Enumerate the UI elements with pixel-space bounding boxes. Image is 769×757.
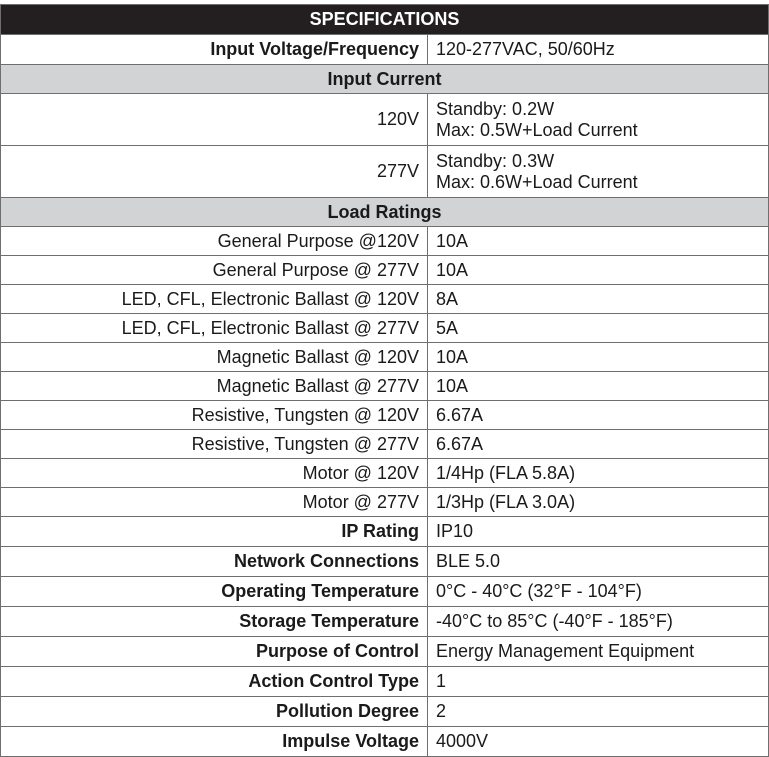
spec-label: IP Rating bbox=[0, 516, 428, 547]
table-row: Motor @ 120V 1/4Hp (FLA 5.8A) bbox=[0, 458, 769, 488]
table-row: Action Control Type 1 bbox=[0, 666, 769, 697]
spec-value: 120-277VAC, 50/60Hz bbox=[427, 34, 769, 65]
spec-label: Storage Temperature bbox=[0, 606, 428, 637]
table-row: IP Rating IP10 bbox=[0, 516, 769, 547]
spec-label: Impulse Voltage bbox=[0, 726, 428, 757]
spec-value: 6.67A bbox=[427, 400, 769, 430]
spec-label: Resistive, Tungsten @ 277V bbox=[0, 429, 428, 459]
spec-value: Standby: 0.2W Max: 0.5W+Load Current bbox=[427, 93, 769, 146]
specifications-table: SPECIFICATIONS Input Voltage/Frequency 1… bbox=[0, 4, 769, 757]
spec-label: Purpose of Control bbox=[0, 636, 428, 667]
section-header: Load Ratings bbox=[0, 197, 769, 227]
spec-label: Motor @ 277V bbox=[0, 487, 428, 517]
spec-label: LED, CFL, Electronic Ballast @ 120V bbox=[0, 284, 428, 314]
table-row: General Purpose @ 277V 10A bbox=[0, 255, 769, 285]
spec-label: 277V bbox=[0, 145, 428, 198]
spec-label: Action Control Type bbox=[0, 666, 428, 697]
table-row: Purpose of Control Energy Management Equi… bbox=[0, 636, 769, 667]
table-row: Input Voltage/Frequency 120-277VAC, 50/6… bbox=[0, 34, 769, 65]
spec-value: 5A bbox=[427, 313, 769, 343]
table-row: Pollution Degree 2 bbox=[0, 696, 769, 727]
spec-value: 0°C - 40°C (32°F - 104°F) bbox=[427, 576, 769, 607]
spec-value: 10A bbox=[427, 226, 769, 256]
spec-value: IP10 bbox=[427, 516, 769, 547]
spec-label: Pollution Degree bbox=[0, 696, 428, 727]
other-spec-rows: IP Rating IP10 Network Connections BLE 5.0 O… bbox=[0, 516, 769, 757]
load-ratings-rows: General Purpose @120V 10A General Purpose … bbox=[0, 226, 769, 517]
spec-value: 10A bbox=[427, 255, 769, 285]
spec-value-line: Max: 0.6W+Load Current bbox=[436, 171, 638, 192]
spec-value: 10A bbox=[427, 342, 769, 372]
table-row: LED, CFL, Electronic Ballast @ 277V 5A bbox=[0, 313, 769, 343]
table-row: General Purpose @120V 10A bbox=[0, 226, 769, 256]
table-row: Magnetic Ballast @ 277V 10A bbox=[0, 371, 769, 401]
spec-value: 1/3Hp (FLA 3.0A) bbox=[427, 487, 769, 517]
spec-value: Standby: 0.3W Max: 0.6W+Load Current bbox=[427, 145, 769, 198]
table-row: 277V Standby: 0.3W Max: 0.6W+Load Curren… bbox=[0, 145, 769, 198]
spec-value: 1 bbox=[427, 666, 769, 697]
spec-value: 1/4Hp (FLA 5.8A) bbox=[427, 458, 769, 488]
spec-label: Network Connections bbox=[0, 546, 428, 577]
spec-value: -40°C to 85°C (-40°F - 185°F) bbox=[427, 606, 769, 637]
spec-label: Input Voltage/Frequency bbox=[0, 34, 428, 65]
spec-value-line: Standby: 0.3W bbox=[436, 150, 555, 171]
table-row: LED, CFL, Electronic Ballast @ 120V 8A bbox=[0, 284, 769, 314]
spec-label: Operating Temperature bbox=[0, 576, 428, 607]
spec-value: 4000V bbox=[427, 726, 769, 757]
table-row: Motor @ 277V 1/3Hp (FLA 3.0A) bbox=[0, 487, 769, 517]
table-title: SPECIFICATIONS bbox=[0, 4, 769, 35]
section-row-load-ratings: Load Ratings bbox=[0, 197, 769, 227]
spec-label: 120V bbox=[0, 93, 428, 146]
table-row: Resistive, Tungsten @ 120V 6.67A bbox=[0, 400, 769, 430]
table-row: Storage Temperature -40°C to 85°C (-40°F … bbox=[0, 606, 769, 637]
spec-value: BLE 5.0 bbox=[427, 546, 769, 577]
spec-label: Motor @ 120V bbox=[0, 458, 428, 488]
section-row-input-current: Input Current bbox=[0, 64, 769, 94]
spec-label: General Purpose @120V bbox=[0, 226, 428, 256]
table-row: Magnetic Ballast @ 120V 10A bbox=[0, 342, 769, 372]
spec-value: 10A bbox=[427, 371, 769, 401]
title-row: SPECIFICATIONS bbox=[0, 4, 769, 35]
spec-value-line: Standby: 0.2W bbox=[436, 98, 555, 119]
spec-label: Magnetic Ballast @ 120V bbox=[0, 342, 428, 372]
spec-label: Magnetic Ballast @ 277V bbox=[0, 371, 428, 401]
spec-value: 8A bbox=[427, 284, 769, 314]
table-row: Operating Temperature 0°C - 40°C (32°F - … bbox=[0, 576, 769, 607]
spec-value: 2 bbox=[427, 696, 769, 727]
table-row: 120V Standby: 0.2W Max: 0.5W+Load Curren… bbox=[0, 93, 769, 146]
spec-label: Resistive, Tungsten @ 120V bbox=[0, 400, 428, 430]
spec-label: LED, CFL, Electronic Ballast @ 277V bbox=[0, 313, 428, 343]
spec-value: Energy Management Equipment bbox=[427, 636, 769, 667]
table-row: Network Connections BLE 5.0 bbox=[0, 546, 769, 577]
spec-value-line: Max: 0.5W+Load Current bbox=[436, 119, 638, 140]
table-row: Impulse Voltage 4000V bbox=[0, 726, 769, 757]
section-header: Input Current bbox=[0, 64, 769, 94]
spec-value: 6.67A bbox=[427, 429, 769, 459]
spec-label: General Purpose @ 277V bbox=[0, 255, 428, 285]
table-row: Resistive, Tungsten @ 277V 6.67A bbox=[0, 429, 769, 459]
